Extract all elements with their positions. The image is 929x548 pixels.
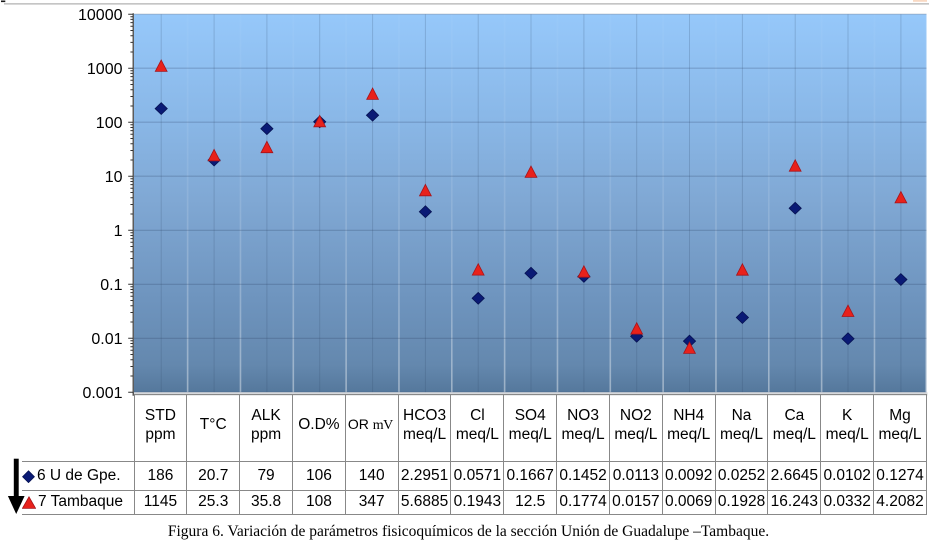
svg-text:1000: 1000	[87, 61, 123, 78]
svg-text:0.01: 0.01	[91, 331, 122, 348]
svg-text:1: 1	[114, 223, 123, 240]
svg-text:10: 10	[105, 169, 123, 186]
svg-text:0.1: 0.1	[100, 277, 122, 294]
svg-text:10000: 10000	[78, 7, 123, 24]
svg-text:100: 100	[96, 115, 123, 132]
